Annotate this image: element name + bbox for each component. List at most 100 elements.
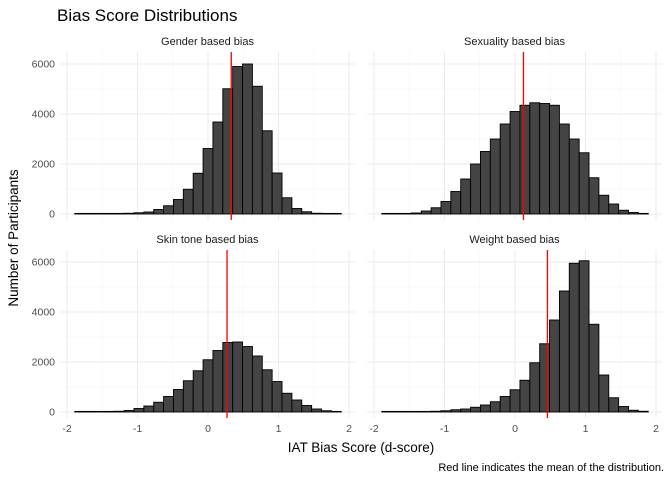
x-tick-label: -2 [62, 423, 71, 435]
x-tick-label: -1 [440, 423, 449, 435]
histogram-bar [330, 410, 342, 413]
histogram-bar [143, 405, 155, 413]
histogram-bar [558, 290, 570, 413]
facet-panel: Gender based bias 0 2000 4000 6000 [32, 36, 355, 221]
histogram-bar [470, 163, 481, 215]
histogram-bar [529, 102, 541, 215]
histogram-bar [143, 211, 155, 215]
histogram-bar [618, 209, 629, 215]
histogram-bar [123, 212, 135, 215]
histogram-bar [192, 172, 204, 215]
histogram-bar [519, 379, 531, 413]
x-tick-label: 0 [205, 423, 211, 435]
histogram-bar [489, 138, 501, 215]
caption: Red line indicates the mean of the distr… [438, 462, 664, 474]
histogram-bar [271, 172, 283, 215]
histogram-bar [539, 103, 550, 215]
facet-panel: Sexuality based bias [367, 36, 662, 220]
histogram-bar [163, 396, 174, 413]
histogram-bar [232, 341, 243, 413]
histogram-bar [430, 207, 442, 215]
histogram-bar [637, 212, 649, 215]
histogram-bar [232, 66, 243, 215]
histogram-bar [321, 410, 332, 413]
histogram-bar [251, 355, 263, 413]
facet-label: Weight based bias [469, 234, 560, 246]
y-tick-label: 0 [49, 407, 55, 419]
facet-panel: Weight based bias -2 -1 0 1 2 [367, 234, 662, 435]
histogram-bar [608, 397, 620, 413]
histogram-bar [202, 148, 214, 215]
x-axis-title: IAT Bias Score (d-score) [288, 440, 435, 455]
histogram-bar [420, 410, 432, 413]
histogram-bar [499, 396, 511, 413]
histogram-bar [578, 260, 590, 413]
histogram-bar [133, 408, 145, 413]
histogram-bar [330, 212, 342, 215]
histogram-bar [182, 188, 194, 215]
histogram-bar [401, 410, 412, 413]
histogram-bar [281, 197, 293, 215]
histogram-bar [173, 199, 184, 215]
x-tick-label: 1 [583, 423, 589, 435]
histogram-bar [301, 405, 313, 413]
histogram-bar [430, 410, 442, 413]
chart-title: Bias Score Distributions [57, 6, 237, 25]
histogram-bar [637, 410, 649, 413]
histogram-bar [74, 410, 86, 413]
histogram-bar [568, 138, 580, 215]
histogram-bar [410, 410, 422, 413]
x-tick-label: -2 [369, 423, 378, 435]
histogram-bar [549, 319, 560, 413]
histogram-bar [420, 210, 432, 215]
histogram-bar [381, 410, 393, 413]
histogram-bar [628, 409, 639, 413]
histogram-bar [480, 151, 491, 215]
y-tick-label: 2000 [32, 357, 56, 369]
histogram-bar [222, 342, 234, 413]
histogram-bar [578, 152, 590, 215]
histogram-bar [391, 212, 402, 215]
histogram-bar [74, 212, 86, 215]
histogram-bar [450, 191, 462, 215]
histogram-bar [103, 410, 115, 413]
y-axis-title: Number of Participants [6, 169, 21, 307]
histogram-bar [153, 209, 165, 215]
histogram-bar [588, 177, 600, 215]
facet-label: Skin tone based bias [156, 234, 259, 246]
histogram-bar [568, 262, 580, 413]
histogram-bar [291, 208, 303, 215]
histogram-bar [84, 212, 95, 215]
histogram-bar [450, 409, 462, 413]
histogram-bar [588, 323, 600, 413]
histogram-bar [321, 212, 332, 215]
y-tick-label: 2000 [32, 159, 56, 171]
histogram-bar [311, 212, 322, 215]
histogram-bar [251, 85, 263, 215]
histogram-bar [470, 406, 481, 413]
histogram-bar [212, 350, 224, 413]
histogram-bar [212, 121, 224, 215]
histogram-bar [311, 408, 322, 413]
histogram-bar [242, 63, 253, 215]
x-tick-label: 2 [346, 423, 352, 435]
x-tick-label: 1 [276, 423, 282, 435]
histogram-bar [519, 104, 531, 215]
histogram-bar [242, 346, 253, 413]
histogram-bar [460, 408, 472, 413]
histogram-bar [499, 123, 511, 215]
y-tick-label: 4000 [32, 307, 56, 319]
histogram-bar [113, 212, 125, 215]
histogram-bar [401, 212, 412, 215]
histogram-bar [281, 392, 293, 413]
histogram-bar [489, 401, 501, 413]
histogram-bar [153, 401, 165, 413]
histogram-bar [103, 212, 115, 215]
histogram-bar [202, 359, 214, 413]
y-tick-label: 6000 [32, 257, 56, 269]
histogram-bar [628, 212, 639, 215]
x-tick-label: 2 [653, 423, 659, 435]
histogram-bar [410, 212, 422, 215]
facet-label: Gender based bias [161, 36, 254, 48]
